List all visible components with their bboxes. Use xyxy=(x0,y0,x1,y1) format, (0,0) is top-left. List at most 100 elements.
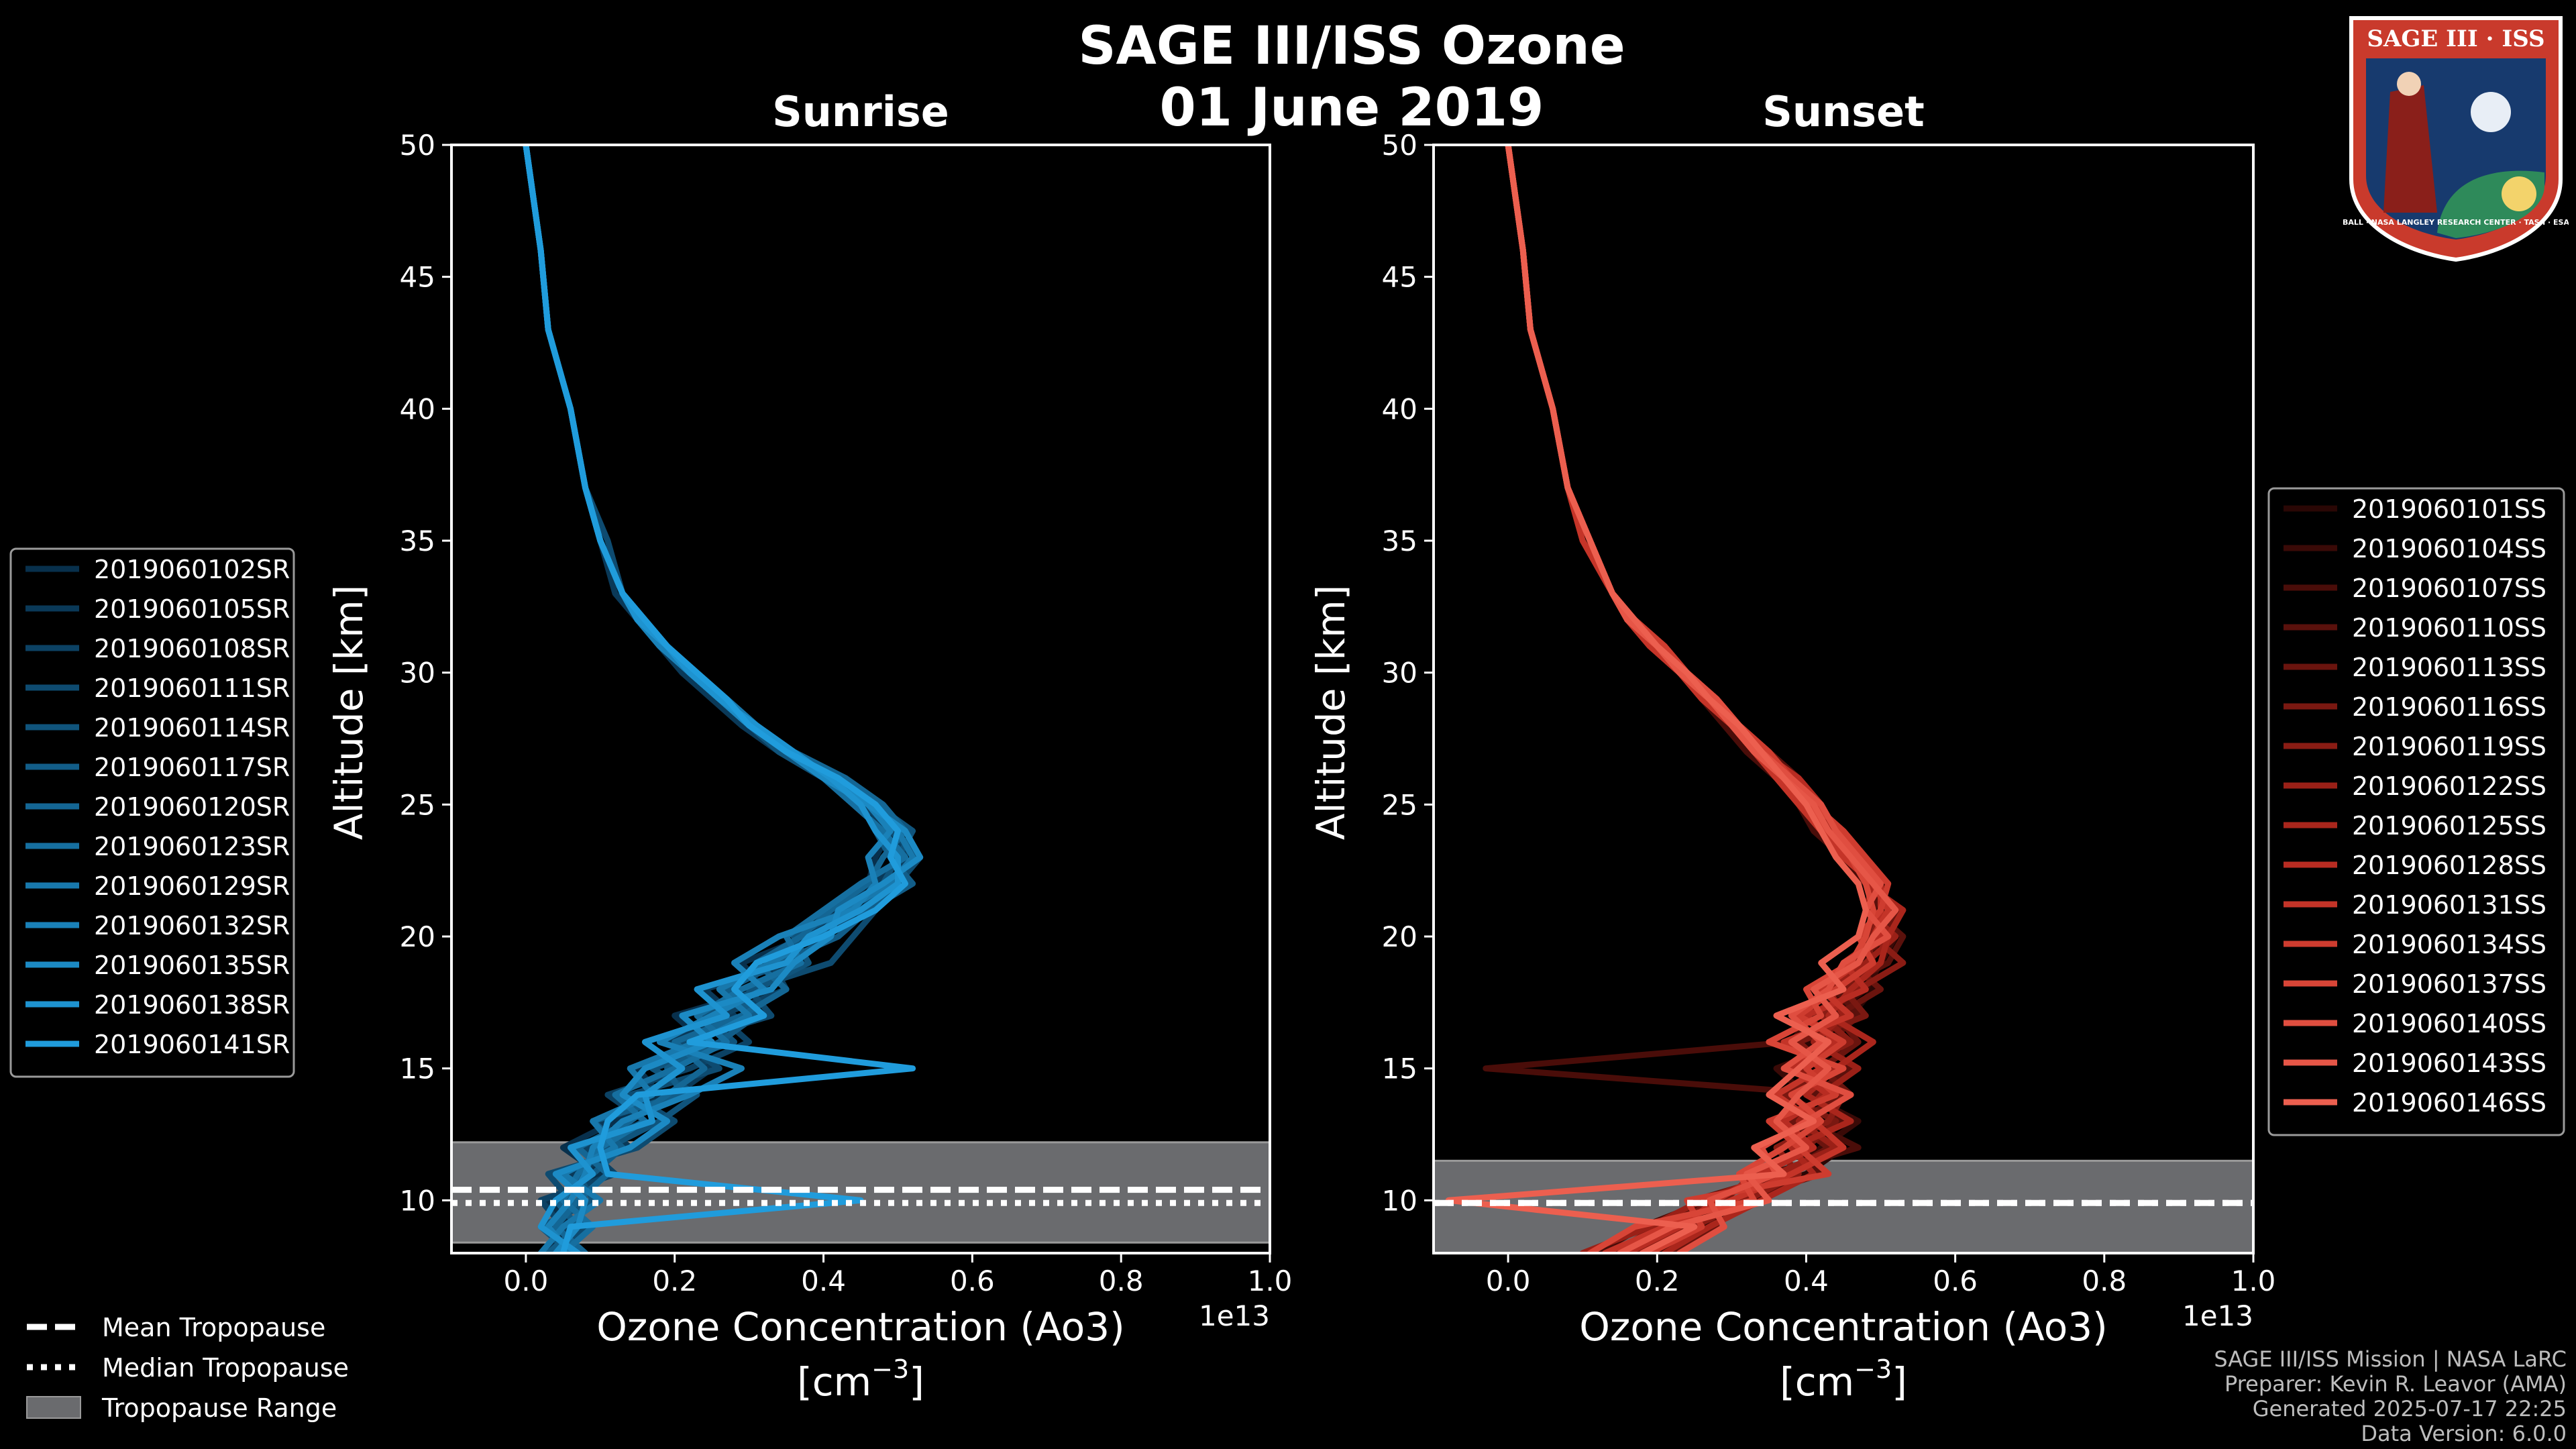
tropopause-legend-entry: Tropopause Range xyxy=(101,1393,337,1423)
tropopause-legend-entry: Mean Tropopause xyxy=(102,1313,325,1342)
legend-entry-2019060141SR: 2019060141SR xyxy=(94,1030,290,1059)
legend-entry-2019060111SR: 2019060111SR xyxy=(94,674,290,703)
tropopause-range-band xyxy=(1432,1159,2255,1254)
x-axis-units-close: ] xyxy=(909,1359,924,1405)
footer-generated: Generated 2025-07-17 22:25 xyxy=(2252,1396,2567,1421)
legend-entry-2019060140SS: 2019060140SS xyxy=(2352,1009,2546,1038)
panel-title: Sunset xyxy=(1762,87,1925,136)
x-tick-label: 1.0 xyxy=(2231,1265,2276,1297)
legend-entry-2019060108SR: 2019060108SR xyxy=(94,634,290,663)
x-axis-label: Ozone Concentration (Ao3) xyxy=(1579,1304,2108,1350)
legend-entry-2019060105SR: 2019060105SR xyxy=(94,594,290,624)
y-tick-label: 40 xyxy=(1382,392,1417,425)
axes-frame xyxy=(450,144,1271,1254)
y-tick-label: 25 xyxy=(400,788,435,821)
tropopause-range-swatch xyxy=(26,1396,81,1419)
legend-entry-2019060119SS: 2019060119SS xyxy=(2352,732,2546,761)
x-tick-label: 0.6 xyxy=(950,1265,995,1297)
footer-preparer: Preparer: Kevin R. Leavor (AMA) xyxy=(2224,1371,2567,1397)
y-axis-label: Altitude [km] xyxy=(1308,585,1354,840)
x-scale-label: 1e13 xyxy=(1199,1299,1270,1332)
legend-entry-2019060132SR: 2019060132SR xyxy=(94,911,290,941)
y-tick-label: 20 xyxy=(400,920,435,953)
sage-iii-iss-mission-logo: SAGE III · ISS BALL · NASA LANGLEY RESEA… xyxy=(2343,16,2569,262)
legend-entry-2019060129SR: 2019060129SR xyxy=(94,871,290,901)
x-axis-units-base: [cm xyxy=(797,1359,871,1405)
legend-entry-2019060146SS: 2019060146SS xyxy=(2352,1088,2546,1118)
y-tick-label: 50 xyxy=(1382,129,1417,162)
legend-sunrise: 2019060102SR 2019060105SR 2019060108SR 2019… xyxy=(9,547,295,1078)
x-axis-label: Ozone Concentration (Ao3) xyxy=(596,1304,1125,1350)
legend-entry-2019060116SS: 2019060116SS xyxy=(2352,692,2546,722)
x-axis-units-base: [cm xyxy=(1780,1359,1854,1405)
profile-lines xyxy=(1445,145,1907,1253)
y-tick-label: 35 xyxy=(1382,525,1417,557)
plot-area xyxy=(451,145,1270,1253)
y-tick-label: 20 xyxy=(1382,920,1417,953)
x-axis-units-close: ] xyxy=(1892,1359,1907,1405)
legend-entry-2019060102SR: 2019060102SR xyxy=(94,555,290,584)
legend-entry-2019060135SR: 2019060135SR xyxy=(94,951,290,980)
legend-entry-2019060113SS: 2019060113SS xyxy=(2352,653,2546,682)
profile-line-2019060146SS xyxy=(1445,145,1869,1253)
x-tick-label: 0.8 xyxy=(2082,1265,2127,1297)
legend-entry-2019060134SS: 2019060134SS xyxy=(2352,930,2546,959)
y-tick-label: 15 xyxy=(1382,1053,1417,1085)
y-tick-label: 15 xyxy=(400,1053,435,1085)
y-tick-label: 45 xyxy=(1382,261,1417,294)
y-tick-label: 30 xyxy=(400,657,435,690)
y-tick-label: 10 xyxy=(400,1184,435,1217)
panel-title: Sunrise xyxy=(772,87,949,136)
legend-entry-2019060122SS: 2019060122SS xyxy=(2352,771,2546,801)
legend-entry-2019060137SS: 2019060137SS xyxy=(2352,969,2546,999)
x-axis-units-exponent: −3 xyxy=(871,1354,909,1384)
legend-entry-2019060131SS: 2019060131SS xyxy=(2352,890,2546,920)
x-tick-label: 0.0 xyxy=(1486,1265,1531,1297)
legend-entry-2019060110SS: 2019060110SS xyxy=(2352,613,2546,643)
chart-panel-sunset: 0.0 0.2 0.4 0.6 0.8 1.0 10 15 20 25 30 35 40 45 50 1e13… xyxy=(1308,87,2565,1405)
profile-line-2019060141SR xyxy=(523,145,916,1253)
legend-entry-2019060125SS: 2019060125SS xyxy=(2352,811,2546,841)
legend-entry-2019060120SR: 2019060120SR xyxy=(94,792,290,822)
x-scale-label: 1e13 xyxy=(2182,1299,2253,1332)
x-tick-label: 0.4 xyxy=(801,1265,846,1297)
y-tick-label: 30 xyxy=(1382,657,1417,690)
legend-entry-2019060143SS: 2019060143SS xyxy=(2352,1049,2546,1078)
x-tick-label: 0.2 xyxy=(1635,1265,1680,1297)
axes-frame xyxy=(1432,144,2255,1254)
legend-entry-2019060104SS: 2019060104SS xyxy=(2352,534,2546,564)
logo-ring-text: BALL · NASA LANGLEY RESEARCH CENTER · TA… xyxy=(2343,218,2569,227)
x-tick-label: 0.8 xyxy=(1099,1265,1144,1297)
legend-entry-2019060123SR: 2019060123SR xyxy=(94,832,290,861)
legend-entry-2019060128SS: 2019060128SS xyxy=(2352,851,2546,880)
legend-entry-2019060107SS: 2019060107SS xyxy=(2352,574,2546,603)
x-tick-label: 0.2 xyxy=(652,1265,697,1297)
footer-mission: SAGE III/ISS Mission | NASA LaRC xyxy=(2214,1346,2567,1372)
footer-data-version: Data Version: 6.0.0 xyxy=(2361,1421,2567,1446)
y-tick-label: 10 xyxy=(1382,1184,1417,1217)
figure-footer: SAGE III/ISS Mission | NASA LaRC Prepare… xyxy=(2214,1347,2567,1446)
legend-entry-2019060101SS: 2019060101SS xyxy=(2352,494,2546,524)
figure-title-line2: 01 June 2019 xyxy=(1159,78,1544,138)
logo-title-text: SAGE III · ISS xyxy=(2367,25,2544,52)
y-tick-label: 45 xyxy=(400,261,435,294)
x-tick-label: 1.0 xyxy=(1248,1265,1293,1297)
x-axis-units: [cm−3] xyxy=(797,1354,924,1405)
legend-box xyxy=(2267,487,2565,1136)
profile-lines xyxy=(523,145,924,1253)
legend-entry-2019060138SR: 2019060138SR xyxy=(94,990,290,1020)
y-axis-label: Altitude [km] xyxy=(326,585,372,840)
x-tick-label: 0.6 xyxy=(1933,1265,1978,1297)
legend-box xyxy=(9,547,295,1078)
x-axis-units: [cm−3] xyxy=(1780,1354,1907,1405)
y-tick-label: 50 xyxy=(400,129,435,162)
tropopause-legend-entry: Median Tropopause xyxy=(102,1353,349,1383)
chart-panel-sunrise: 0.0 0.2 0.4 0.6 0.8 1.0 10 15 20 25 30 35 40 45 50 1e13… xyxy=(9,87,1293,1405)
x-tick-label: 0.4 xyxy=(1784,1265,1829,1297)
x-axis-units-exponent: −3 xyxy=(1854,1354,1892,1384)
figure-title-line1: SAGE III/ISS Ozone xyxy=(1078,16,1625,76)
x-tick-label: 0.0 xyxy=(504,1265,549,1297)
y-tick-label: 25 xyxy=(1382,788,1417,821)
y-tick-label: 35 xyxy=(400,525,435,557)
